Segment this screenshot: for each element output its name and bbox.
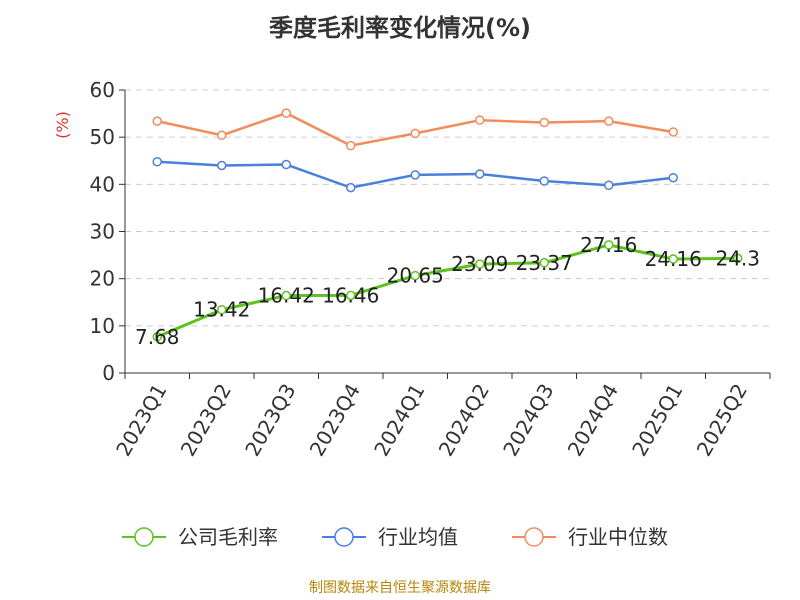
data-point (152, 116, 162, 126)
data-point (668, 127, 678, 137)
data-label: 24.16 (645, 247, 702, 271)
data-point (346, 290, 356, 301)
data-point (152, 156, 162, 167)
x-tick-label: 2023Q4 (305, 380, 365, 461)
data-source-note: 制图数据来自恒生聚源数据库 (309, 580, 491, 596)
legend-swatch-marker (334, 527, 354, 547)
data-label: 20.65 (387, 264, 444, 288)
data-label: 16.46 (322, 283, 379, 307)
data-label: 16.42 (258, 284, 315, 308)
chart-title: 季度毛利率变化情况(%) (269, 14, 531, 42)
data-point (217, 130, 227, 141)
y-tick-label: 50 (90, 125, 115, 149)
x-tick-label: 2024Q2 (434, 380, 494, 461)
y-tick-label: 0 (102, 361, 115, 385)
legend-label: 行业中位数 (568, 525, 668, 549)
y-tick-label: 40 (90, 172, 115, 196)
legend-swatch-marker (134, 527, 154, 547)
y-tick-label: 60 (90, 78, 115, 102)
data-point (604, 180, 614, 191)
data-point (217, 160, 227, 171)
data-point (733, 253, 743, 264)
data-point (604, 240, 614, 250)
data-point (410, 270, 420, 281)
data-point (281, 108, 291, 118)
y-axis-unit-label: (%) (53, 111, 72, 139)
x-tick-label: 2024Q3 (498, 380, 558, 461)
data-point (346, 182, 356, 193)
y-tick-label: 10 (90, 314, 115, 338)
data-point (475, 169, 485, 179)
grid-lines (125, 89, 770, 327)
x-tick-label: 2025Q2 (692, 380, 752, 461)
data-label: 7.68 (135, 325, 180, 349)
x-tick-label: 2023Q1 (111, 380, 171, 461)
data-point (217, 304, 227, 315)
data-labels: 7.68 13.42 16.42 16.46 20.65 23.09 23.37 27.16 2… (135, 233, 760, 349)
data-point (475, 259, 485, 269)
x-tick-label: 2023Q3 (240, 380, 300, 461)
series-lines (152, 108, 743, 342)
data-point (281, 290, 291, 301)
x-tick-label: 2024Q4 (563, 380, 623, 461)
data-label: 13.42 (193, 298, 250, 322)
data-label: 27.16 (580, 233, 637, 257)
data-point (346, 140, 356, 151)
data-point (410, 128, 420, 139)
data-point (539, 258, 549, 268)
data-point (539, 117, 549, 128)
y-tick-label: 20 (90, 267, 115, 291)
y-tick-label: 30 (90, 220, 115, 244)
data-point (475, 115, 485, 125)
legend: 公司毛利率 行业均值 行业中位数 (122, 525, 668, 549)
data-label: 24.3 (715, 246, 760, 270)
data-point (152, 332, 162, 342)
legend-swatch-marker (524, 527, 544, 547)
data-point (604, 116, 614, 126)
series-line-0 (156, 243, 738, 339)
x-tick-label: 2024Q1 (369, 380, 429, 461)
x-tick-label: 2023Q2 (176, 380, 236, 461)
legend-label: 行业均值 (378, 525, 458, 549)
data-label: 23.37 (516, 251, 573, 275)
data-point (539, 176, 549, 186)
data-point (668, 254, 678, 264)
legend-label: 公司毛利率 (178, 525, 278, 549)
data-point (668, 172, 678, 183)
data-point (281, 159, 291, 170)
x-tick-label: 2025Q1 (627, 380, 687, 461)
data-label: 23.09 (451, 252, 508, 276)
data-point (410, 170, 420, 180)
